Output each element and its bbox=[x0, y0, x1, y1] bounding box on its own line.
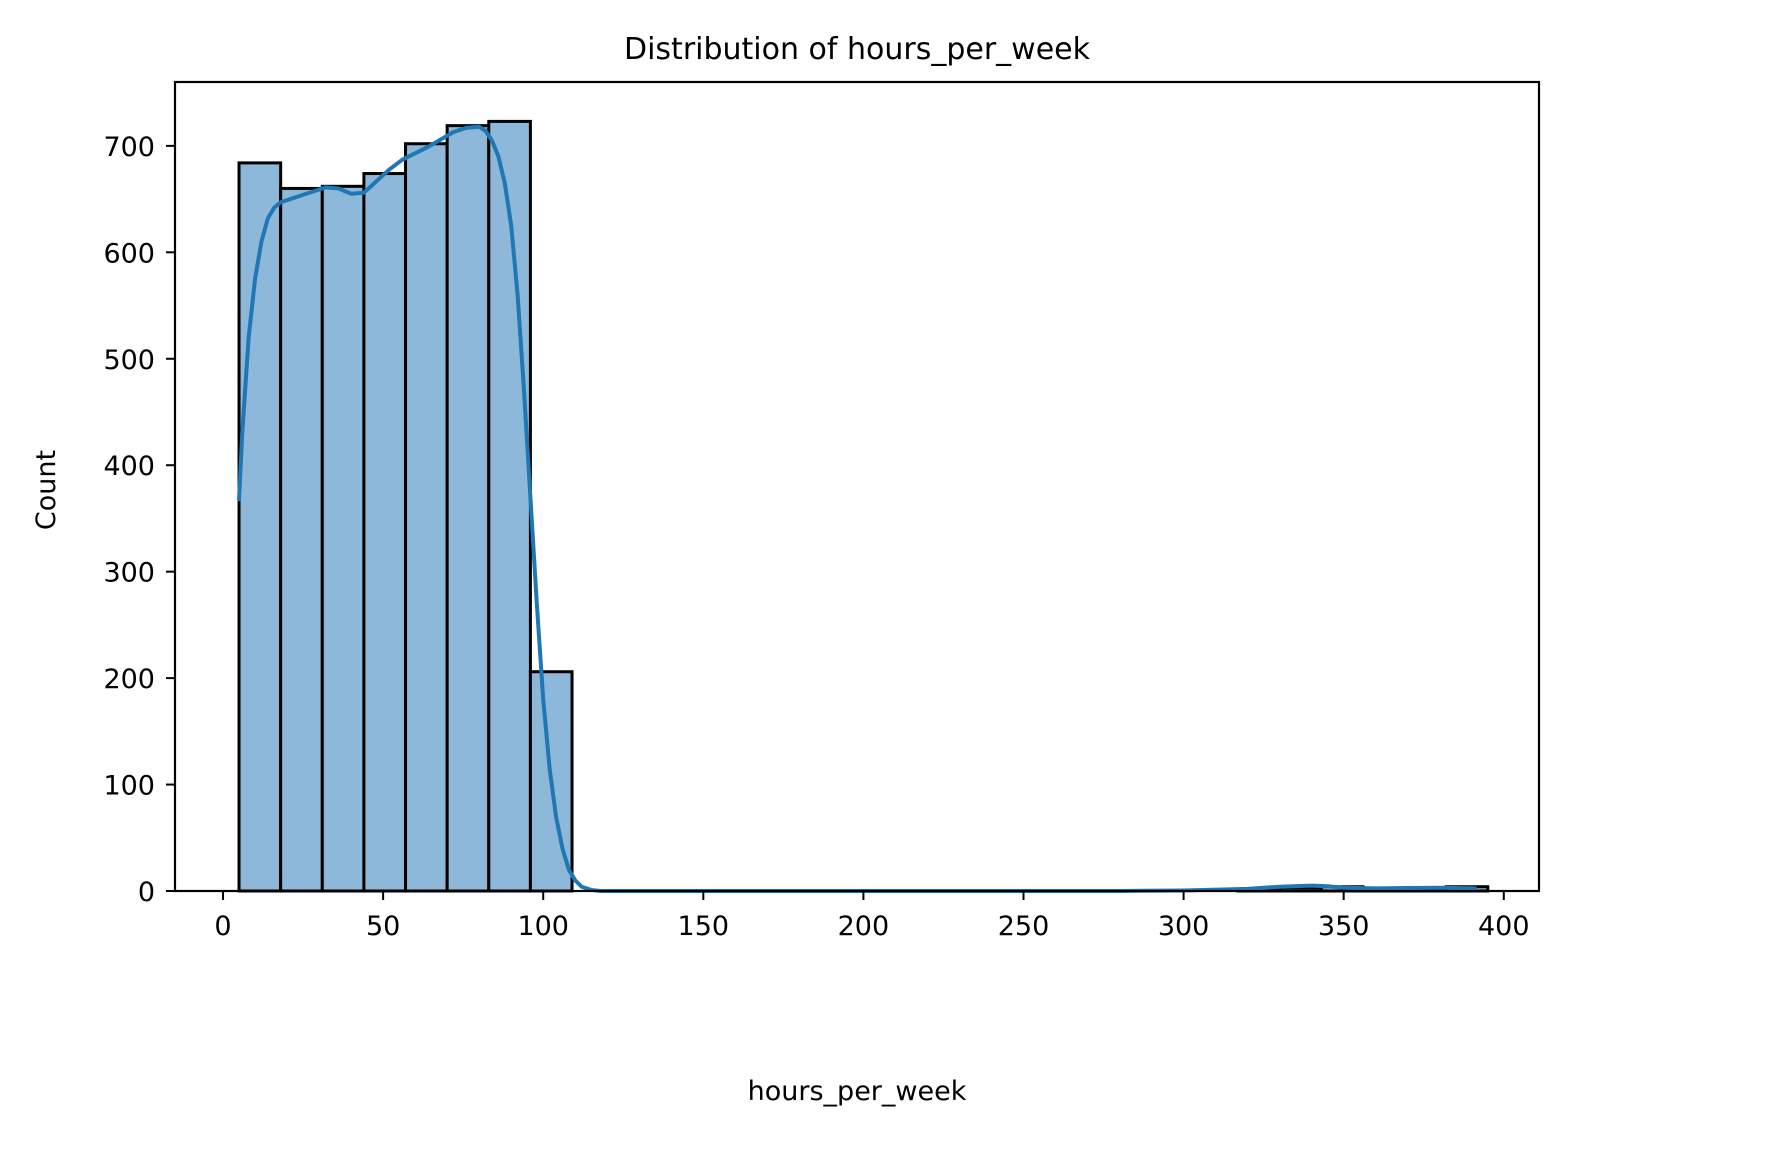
histogram-bar bbox=[487, 119, 532, 893]
histogram-bar bbox=[237, 161, 283, 893]
histogram-bar bbox=[279, 186, 324, 893]
x-tick-label: 100 bbox=[517, 911, 569, 942]
x-axis-label: hours_per_week bbox=[748, 1076, 967, 1107]
x-tick-label: 350 bbox=[1318, 911, 1370, 942]
histogram-bar bbox=[362, 172, 408, 893]
chart-title: Distribution of hours_per_week bbox=[624, 32, 1091, 67]
x-tick-label: 50 bbox=[366, 911, 400, 942]
y-tick-label: 400 bbox=[103, 451, 155, 482]
y-tick-label: 0 bbox=[138, 877, 155, 908]
histogram-bar bbox=[320, 184, 366, 893]
y-axis-label: Count bbox=[31, 450, 62, 530]
plot-frame bbox=[173, 80, 1541, 893]
y-tick-label: 200 bbox=[103, 664, 155, 695]
histogram-bar bbox=[404, 142, 449, 893]
x-tick-label: 0 bbox=[214, 911, 231, 942]
plot-area: 0 50 100 150 200 250 300 350 400 0 100 200 300 400 500… bbox=[103, 80, 1541, 942]
y-tick-label: 700 bbox=[103, 132, 155, 163]
histogram-bar bbox=[445, 124, 491, 893]
y-tick-label: 600 bbox=[103, 238, 155, 269]
y-tick-label: 500 bbox=[103, 345, 155, 376]
x-tick-label: 400 bbox=[1478, 911, 1530, 942]
y-tick-label: 300 bbox=[103, 558, 155, 589]
bars-layer bbox=[237, 119, 1490, 893]
x-tick-label: 250 bbox=[998, 911, 1050, 942]
x-tick-label: 300 bbox=[1158, 911, 1210, 942]
x-tick-label: 200 bbox=[838, 911, 890, 942]
x-tick-label: 150 bbox=[678, 911, 730, 942]
y-tick-label: 100 bbox=[103, 771, 155, 802]
axis-ticks: 0 50 100 150 200 250 300 350 400 0 100 200 300 400 500… bbox=[103, 132, 1529, 942]
